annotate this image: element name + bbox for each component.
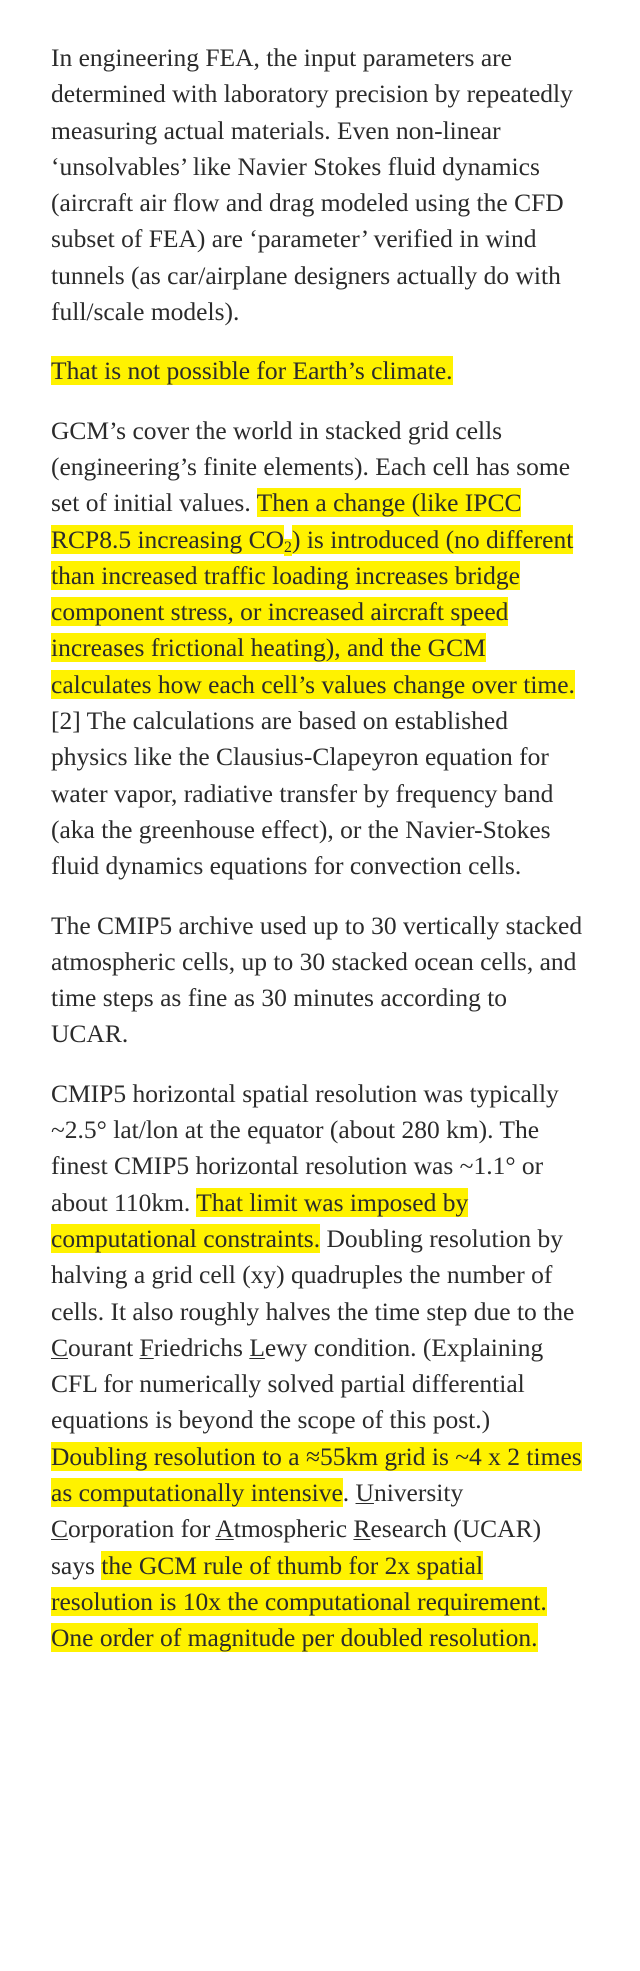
paragraph: CMIP5 horizontal spatial resolution was … <box>51 1076 590 1657</box>
text-segment: In engineering FEA, the input parameters… <box>51 43 573 327</box>
underlined-initial: F <box>139 1332 154 1362</box>
article-body: In engineering FEA, the input parameters… <box>51 40 590 1657</box>
text-segment: tmospheric <box>233 1514 354 1544</box>
text-segment: CMIP5 horizontal spatial resolution was … <box>51 1078 559 1217</box>
highlighted-text: That is not possible for Earth’s climate… <box>51 356 453 386</box>
highlighted-text: the GCM rule of thumb for 2x spatial res… <box>51 1550 547 1653</box>
underlined-initial: C <box>51 1514 69 1544</box>
subscript-text: 2 <box>284 539 292 557</box>
text-segment: ourant <box>68 1332 140 1362</box>
text-segment: Doubling resolution by halving a grid ce… <box>51 1223 575 1326</box>
underlined-initial: R <box>353 1514 371 1544</box>
underlined-initial: C <box>51 1332 69 1362</box>
text-segment: esearch (UCAR) says <box>51 1514 542 1580</box>
paragraph: GCM’s cover the world in stacked grid ce… <box>51 413 590 885</box>
text-segment: orporation for <box>68 1514 216 1544</box>
text-segment: GCM’s cover the world in stacked grid ce… <box>51 415 571 518</box>
text-segment: niversity <box>373 1477 464 1507</box>
text-segment: [2] The calculations are based on establ… <box>51 706 554 881</box>
paragraph: In engineering FEA, the input parameters… <box>51 40 590 330</box>
underlined-initial: A <box>215 1514 234 1544</box>
underlined-initial: L <box>249 1332 265 1362</box>
text-segment: . <box>342 1477 356 1507</box>
highlighted-text: Doubling resolution to a ≈55km grid is ~… <box>51 1441 582 1507</box>
paragraph: The CMIP5 archive used up to 30 vertical… <box>51 908 590 1053</box>
text-segment: riedrichs <box>153 1332 250 1362</box>
text-segment: The CMIP5 archive used up to 30 vertical… <box>51 910 583 1049</box>
underlined-initial: U <box>355 1477 374 1507</box>
text-segment: ewy condition. (Explaining CFL for numer… <box>51 1332 544 1435</box>
paragraph: That is not possible for Earth’s climate… <box>51 353 590 389</box>
